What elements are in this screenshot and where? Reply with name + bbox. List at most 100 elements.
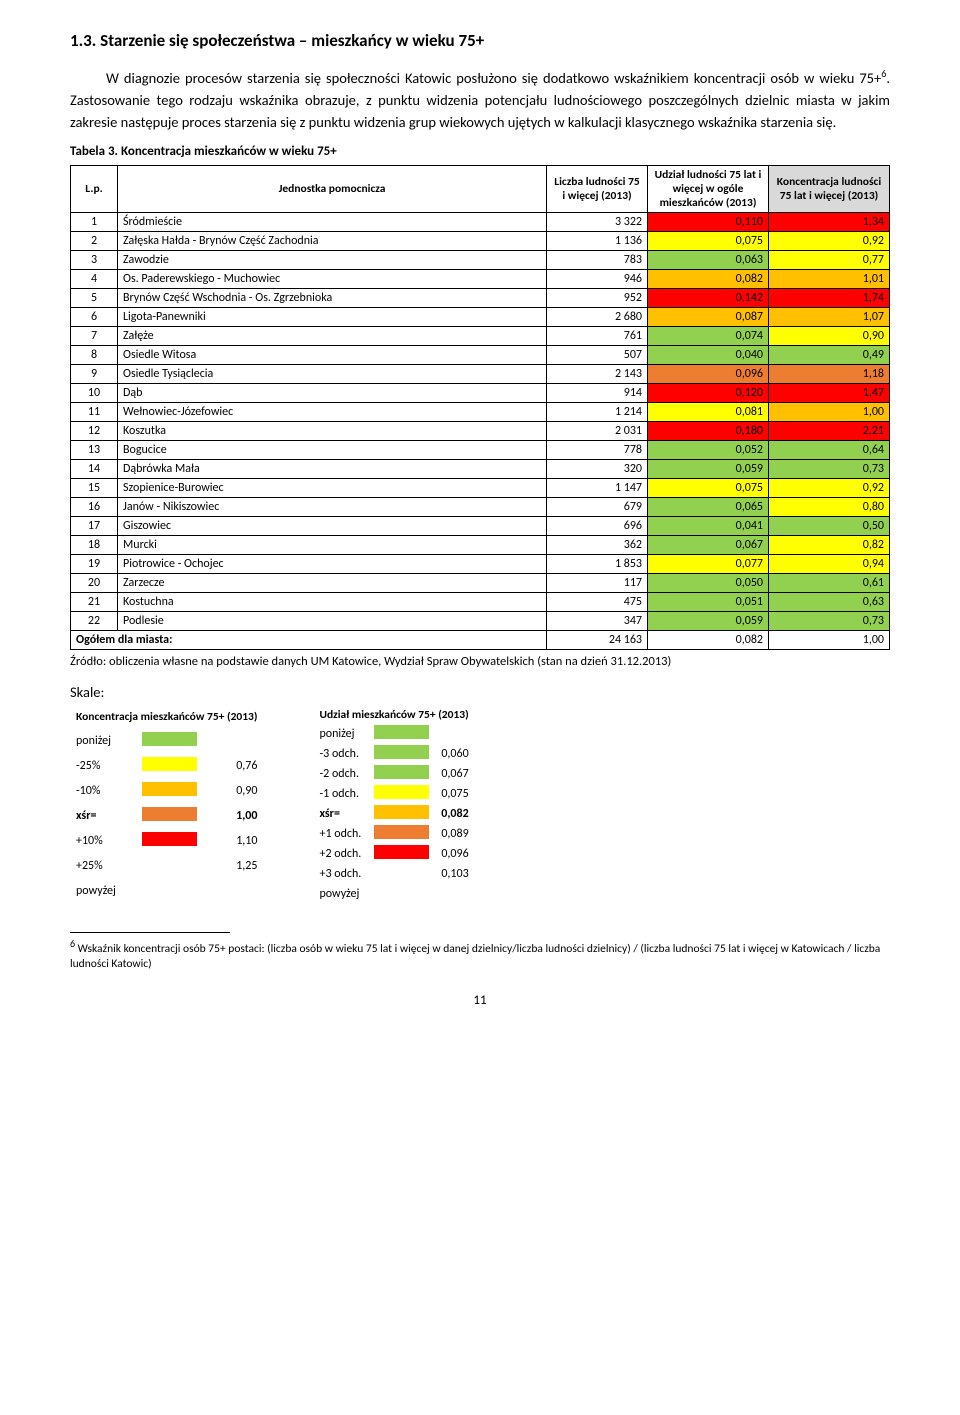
cell-unit: Dąb: [118, 383, 547, 402]
cell-conc: 0,64: [769, 440, 890, 459]
cell-share: 0,087: [648, 307, 769, 326]
legend-label: -3 odch.: [313, 744, 367, 764]
cell-pop: 1 214: [547, 402, 648, 421]
cell-share: 0,051: [648, 592, 769, 611]
cell-pop: 952: [547, 288, 648, 307]
legend-value: 0,089: [435, 824, 475, 844]
legend-swatch-cell: [368, 864, 435, 884]
table-row: 22Podlesie3470,0590,73: [71, 611, 890, 630]
legend-swatch-cell: [136, 803, 221, 828]
cell-lp: 7: [71, 326, 118, 345]
cell-conc: 0,80: [769, 497, 890, 516]
cell-share: 0,120: [648, 383, 769, 402]
totals-share: 0,082: [648, 630, 769, 649]
cell-share: 0,075: [648, 231, 769, 250]
para1-text: W diagnozie procesów starzenia się społe…: [106, 68, 881, 86]
legend-value: 0,096: [435, 844, 475, 864]
legend-label: powyżej: [313, 884, 367, 904]
cell-conc: 1,74: [769, 288, 890, 307]
cell-lp: 18: [71, 535, 118, 554]
legend-swatch: [374, 745, 429, 759]
legend-swatch: [142, 757, 197, 771]
cell-conc: 0,73: [769, 611, 890, 630]
cell-share: 0,041: [648, 516, 769, 535]
cell-pop: 1 136: [547, 231, 648, 250]
legend-value: 0,067: [435, 764, 475, 784]
cell-lp: 16: [71, 497, 118, 516]
cell-conc: 0,92: [769, 231, 890, 250]
cell-pop: 2 143: [547, 364, 648, 383]
legend-label: xśr=: [313, 804, 367, 824]
cell-unit: Murcki: [118, 535, 547, 554]
cell-share: 0,075: [648, 478, 769, 497]
table-row: 19Piotrowice - Ochojec1 8530,0770,94: [71, 554, 890, 573]
cell-lp: 6: [71, 307, 118, 326]
cell-unit: Bogucice: [118, 440, 547, 459]
legend-value: 0,075: [435, 784, 475, 804]
cell-share: 0,077: [648, 554, 769, 573]
table-header-row: L.p. Jednostka pomocnicza Liczba ludnośc…: [71, 165, 890, 212]
table-row: 2Załęska Hałda - Brynów Część Zachodnia1…: [71, 231, 890, 250]
table-row: 9Osiedle Tysiąclecia2 1430,0961,18: [71, 364, 890, 383]
cell-lp: 19: [71, 554, 118, 573]
cell-conc: 1,47: [769, 383, 890, 402]
table-row: 4Os. Paderewskiego - Muchowiec9460,0821,…: [71, 269, 890, 288]
cell-pop: 914: [547, 383, 648, 402]
legend-swatch: [142, 832, 197, 846]
cell-lp: 4: [71, 269, 118, 288]
cell-unit: Giszowiec: [118, 516, 547, 535]
legend-label: powyżej: [70, 879, 136, 904]
legend-swatch-cell: [368, 764, 435, 784]
legend-row: -25%0,76: [70, 753, 263, 778]
legend-swatch-cell: [368, 824, 435, 844]
cell-lp: 8: [71, 345, 118, 364]
cell-unit: Dąbrówka Mała: [118, 459, 547, 478]
cell-pop: 475: [547, 592, 648, 611]
cell-unit: Osiedle Witosa: [118, 345, 547, 364]
legend-container: Koncentracja mieszkańców 75+ (2013) poni…: [70, 707, 890, 904]
cell-share: 0,082: [648, 269, 769, 288]
footnote-text: Wskaźnik koncentracji osób 75+ postaci: …: [70, 942, 880, 972]
cell-conc: 0,61: [769, 573, 890, 592]
cell-pop: 2 031: [547, 421, 648, 440]
footnote: 6 Wskaźnik koncentracji osób 75+ postaci…: [70, 937, 890, 973]
th-pop75: Liczba ludności 75 i więcej (2013): [547, 165, 648, 212]
legend-swatch-cell: [136, 778, 221, 803]
cell-unit: Załęska Hałda - Brynów Część Zachodnia: [118, 231, 547, 250]
legend-row: -2 odch.0,067: [313, 764, 474, 784]
cell-unit: Koszutka: [118, 421, 547, 440]
legend-swatch-cell: [136, 828, 221, 853]
table-row: 5Brynów Część Wschodnia - Os. Zgrzebniok…: [71, 288, 890, 307]
totals-label: Ogółem dla miasta:: [71, 630, 547, 649]
legend-label: +1 odch.: [313, 824, 367, 844]
table-row: 3Zawodzie7830,0630,77: [71, 250, 890, 269]
cell-lp: 17: [71, 516, 118, 535]
cell-share: 0,065: [648, 497, 769, 516]
cell-pop: 946: [547, 269, 648, 288]
legend-label: +10%: [70, 828, 136, 853]
table-row: 10Dąb9140,1201,47: [71, 383, 890, 402]
th-lp: L.p.: [71, 165, 118, 212]
legend-row: powyżej: [313, 884, 474, 904]
legend-swatch-cell: [368, 724, 435, 744]
legend-row: powyżej: [70, 879, 263, 904]
totals-conc: 1,00: [769, 630, 890, 649]
cell-unit: Wełnowiec-Józefowiec: [118, 402, 547, 421]
cell-share: 0,067: [648, 535, 769, 554]
totals-pop: 24 163: [547, 630, 648, 649]
legend-swatch-cell: [368, 804, 435, 824]
cell-pop: 1 147: [547, 478, 648, 497]
cell-conc: 1,01: [769, 269, 890, 288]
table-row: 14Dąbrówka Mała3200,0590,73: [71, 459, 890, 478]
cell-conc: 0,50: [769, 516, 890, 535]
cell-pop: 507: [547, 345, 648, 364]
cell-share: 0,040: [648, 345, 769, 364]
legend-swatch: [374, 725, 429, 739]
cell-unit: Osiedle Tysiąclecia: [118, 364, 547, 383]
cell-unit: Piotrowice - Ochojec: [118, 554, 547, 573]
legend-row: poniżej: [313, 724, 474, 744]
legend-label: -10%: [70, 778, 136, 803]
cell-conc: 0,94: [769, 554, 890, 573]
cell-lp: 20: [71, 573, 118, 592]
cell-share: 0,059: [648, 459, 769, 478]
